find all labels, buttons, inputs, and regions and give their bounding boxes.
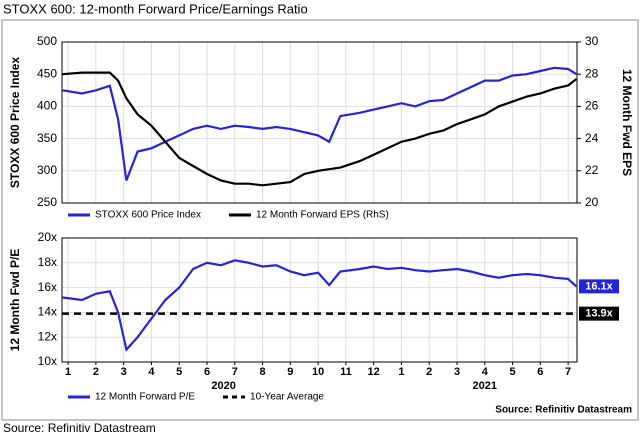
x-tick-label: 6 xyxy=(204,366,210,378)
y-tick-label: 500 xyxy=(37,34,57,48)
y-tick-label: 10x xyxy=(38,354,57,368)
y-tick-label: 450 xyxy=(37,66,57,80)
x-tick-label: 3 xyxy=(121,366,127,378)
chart-title: STOXX 600: 12-month Forward Price/Earnin… xyxy=(3,1,308,16)
value-label: 16.1x xyxy=(585,280,613,292)
y2-tick-label: 22 xyxy=(585,163,599,177)
x-tick-label: 1 xyxy=(398,366,404,378)
y-tick-label: 350 xyxy=(37,131,57,145)
y-tick-label: 300 xyxy=(37,163,57,177)
y2-tick-label: 24 xyxy=(585,131,599,145)
value-label: 13.9x xyxy=(585,308,613,320)
y-axis-label: STOXX 600 Price Index xyxy=(8,57,22,189)
x-tick-label: 5 xyxy=(176,366,182,378)
x-tick-label: 2 xyxy=(426,366,432,378)
series-line xyxy=(62,66,577,181)
x-tick-label: 1 xyxy=(65,366,71,378)
value-label-box xyxy=(579,306,619,321)
y2-tick-label: 26 xyxy=(585,99,599,113)
x-tick-label: 4 xyxy=(482,366,489,378)
legend-label: 10-Year Average xyxy=(250,392,324,403)
x-tick-label: 7 xyxy=(232,366,238,378)
y-tick-label: 14x xyxy=(38,305,57,319)
legend-label: 12 Month Forward P/E xyxy=(95,392,195,403)
y-tick-label: 400 xyxy=(37,99,57,113)
x-tick-label: 12 xyxy=(368,366,380,378)
legend-label: STOXX 600 Price Index xyxy=(95,210,201,221)
plot-frame xyxy=(61,41,578,204)
y-tick-label: 250 xyxy=(37,195,57,209)
plot-frame xyxy=(61,237,578,363)
frame xyxy=(1,19,639,421)
y-axis-label: 12 Month Fwd P/E xyxy=(8,249,22,352)
series-line xyxy=(62,71,578,187)
x-tick-label: 4 xyxy=(148,366,155,378)
y2-tick-label: 20 xyxy=(585,195,599,209)
value-label-box xyxy=(579,279,619,294)
y-tick-label: 20x xyxy=(38,230,57,244)
source: Source: Refinitiv Datastream xyxy=(495,405,632,416)
y-tick-label: 18x xyxy=(38,255,57,269)
y2-axis-label: 12 Month Fwd EPS xyxy=(620,69,634,176)
year-label: 2020 xyxy=(211,380,235,392)
legend-label: 12 Month Forward EPS (RhS) xyxy=(256,210,389,221)
x-tick-label: 2 xyxy=(93,366,99,378)
x-tick-label: 8 xyxy=(259,366,265,378)
x-tick-label: 5 xyxy=(509,366,515,378)
y2-tick-label: 28 xyxy=(585,66,599,80)
y-tick-label: 12x xyxy=(38,329,57,343)
y-tick-label: 16x xyxy=(38,280,57,294)
x-tick-label: 7 xyxy=(565,366,571,378)
year-label: 2021 xyxy=(473,380,497,392)
x-tick-label: 10 xyxy=(312,366,324,378)
caption: Source: Refinitiv Datastream xyxy=(3,421,156,435)
x-tick-label: 6 xyxy=(537,366,543,378)
y2-tick-label: 30 xyxy=(585,34,599,48)
x-tick-label: 9 xyxy=(287,366,293,378)
x-tick-label: 11 xyxy=(340,366,352,378)
x-tick-label: 3 xyxy=(454,366,460,378)
series-line xyxy=(62,259,578,352)
